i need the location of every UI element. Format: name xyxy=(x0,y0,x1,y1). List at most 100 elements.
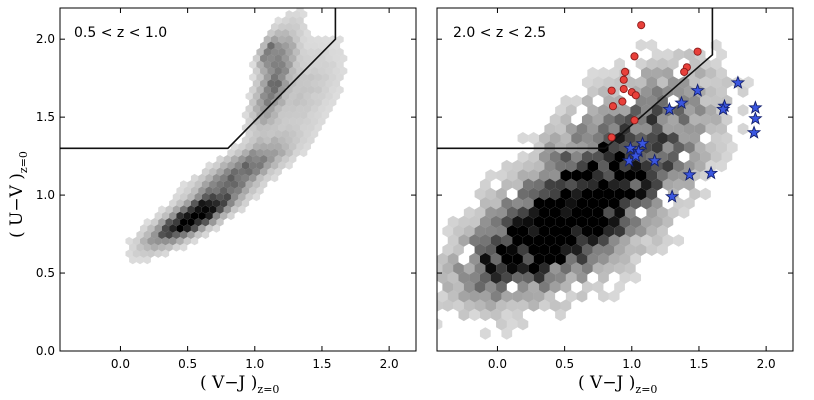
hexbin-cell xyxy=(285,73,293,82)
hexbin-cell xyxy=(442,299,454,312)
hexbin-cell xyxy=(307,47,315,57)
hexbin-cell xyxy=(624,132,636,145)
hexbin-cell xyxy=(721,76,733,89)
hexbin-cell xyxy=(700,57,711,70)
hexbin-cell xyxy=(581,225,593,238)
hexbin-cell xyxy=(238,192,246,202)
hexbin-cell xyxy=(147,224,155,233)
hexbin-cell xyxy=(598,290,609,303)
hexbin-cell xyxy=(555,215,566,229)
hexbin-cell xyxy=(635,57,647,70)
hexbin-cell xyxy=(267,117,275,126)
hexbin-cell xyxy=(161,249,170,258)
hexbin-cell xyxy=(147,236,155,246)
hexbin-cell xyxy=(201,167,210,176)
hexbin-cell xyxy=(183,199,191,208)
hexbin-cell xyxy=(249,161,257,170)
hexbin-cell xyxy=(657,132,668,145)
hexbin-cell xyxy=(198,199,206,208)
hexbin-cell xyxy=(270,110,279,120)
hexbin-cell xyxy=(737,104,749,117)
hexbin-cell xyxy=(624,187,636,201)
hexbin-cell xyxy=(329,47,337,57)
hexbin-cell xyxy=(576,178,588,191)
hexbin-cell xyxy=(241,161,250,170)
hexbin-cell xyxy=(310,66,319,76)
hexbin-cell xyxy=(598,215,609,229)
hexbin-cell xyxy=(274,16,282,25)
hexbin-cell xyxy=(165,205,173,214)
hexbin-cell xyxy=(209,205,217,214)
hexbin-cell xyxy=(490,215,502,229)
hexbin-cell xyxy=(576,197,588,210)
data-point-star xyxy=(664,189,680,203)
hexbin-cell xyxy=(270,148,279,158)
hexbin-cell xyxy=(581,94,593,108)
hexbin-cell xyxy=(154,249,162,258)
hexbin-cell xyxy=(125,236,133,246)
hexbin-cell xyxy=(490,271,502,284)
hexbin-cell xyxy=(270,136,279,145)
hexbin-cell xyxy=(549,132,561,145)
hexbin-cell xyxy=(296,104,304,113)
hexbin-cell xyxy=(238,167,246,176)
hexbin-cell xyxy=(560,280,572,294)
x-tick-label: 2.0 xyxy=(380,357,399,371)
x-tick-label: 2.0 xyxy=(757,357,776,371)
hexbin-cell xyxy=(216,180,224,189)
hexbin-cell xyxy=(256,123,264,132)
hexbin-cell xyxy=(506,225,518,238)
hexbin-cell xyxy=(300,35,308,44)
hexbin-cell xyxy=(716,122,727,136)
hexbin-cell xyxy=(710,76,722,89)
hexbin-cell xyxy=(198,211,206,221)
hexbin-cell xyxy=(667,169,679,182)
hexbin-cell xyxy=(565,178,577,191)
hexbin-cell xyxy=(673,178,684,191)
hexbin-cell xyxy=(252,79,261,88)
hexbin-cell xyxy=(630,252,642,266)
hexbin-cell xyxy=(479,178,491,191)
hexbin-cell xyxy=(598,197,609,210)
hexbin-cell xyxy=(249,85,257,95)
hexbin-cell xyxy=(336,73,344,82)
hexbin-cell xyxy=(555,178,566,191)
hexbin-cell xyxy=(307,110,315,120)
hexbin-cell xyxy=(205,186,213,195)
hexbin-cell xyxy=(592,225,604,238)
hexbin-cell xyxy=(270,98,279,107)
hexbin-cell xyxy=(598,159,609,173)
hexbin-cell xyxy=(263,73,271,82)
hexbin-cell xyxy=(608,159,620,173)
hexbin-cell xyxy=(581,206,593,219)
data-point-star xyxy=(748,111,763,125)
hexbin-cell xyxy=(296,79,304,88)
hexbin-cell xyxy=(630,104,642,117)
hexbin-cell xyxy=(212,224,221,233)
hexbin-cell xyxy=(307,73,315,82)
hexbin-cell xyxy=(490,290,502,303)
hexbin-cell xyxy=(281,92,290,101)
hexbin-cell xyxy=(442,225,454,238)
hexbin-cell xyxy=(705,159,717,173)
hexbin-cell xyxy=(270,60,279,69)
hexbin-cell xyxy=(587,197,599,210)
hexbin-cell xyxy=(716,159,727,173)
hexbin-cell xyxy=(234,161,242,170)
hexbin-cell xyxy=(608,234,620,247)
hexbin-cell xyxy=(216,192,224,202)
hexbin-cell xyxy=(318,66,326,76)
hexbin-cell xyxy=(673,141,684,154)
hexbin-cell xyxy=(683,48,695,61)
hexbin-cell xyxy=(528,169,540,182)
hexbin-cell xyxy=(646,132,658,145)
hexbin-cell xyxy=(683,159,695,173)
hexbin-cell xyxy=(285,123,293,132)
hexbin-cell xyxy=(678,76,690,89)
hexbin-cell xyxy=(469,290,480,303)
hexbin-cell xyxy=(458,215,470,229)
hexbin-cell xyxy=(289,92,297,101)
hexbin-cell xyxy=(689,132,701,145)
hexbin-cell xyxy=(700,150,711,163)
hexbin-cell xyxy=(136,243,144,252)
